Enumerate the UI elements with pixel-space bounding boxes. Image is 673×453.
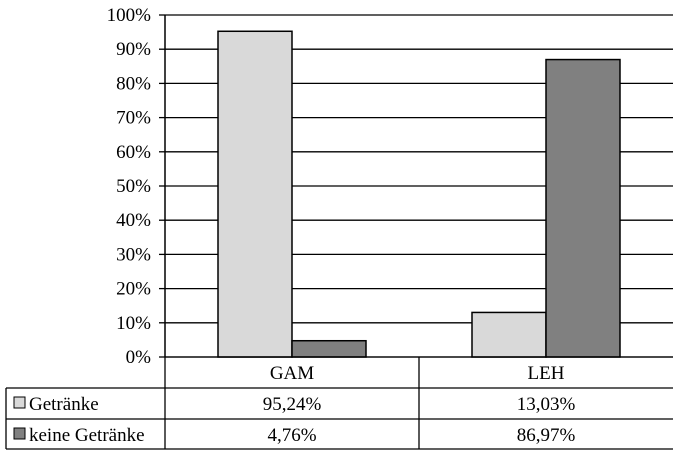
bars xyxy=(217,30,621,358)
series-label: keine Getränke xyxy=(29,425,145,446)
bar-leh-getraenke xyxy=(471,311,547,358)
y-tick-label: 10% xyxy=(116,313,151,334)
y-tick-label: 50% xyxy=(116,176,151,197)
legend-key xyxy=(13,396,26,409)
bar-gam-keine-getraenke xyxy=(291,339,367,358)
y-tick-label: 30% xyxy=(116,244,151,265)
table-value: 95,24% xyxy=(263,394,322,415)
y-tick-label: 100% xyxy=(107,5,152,26)
y-axis: 0% 10% 20% 30% 40% 50% 60% 70% 80% 90% 100% xyxy=(107,5,166,368)
bar-leh-keine-getraenke xyxy=(545,58,621,358)
table-value: 13,03% xyxy=(517,394,576,415)
series-label: Getränke xyxy=(29,394,99,415)
bar-gam-getraenke xyxy=(217,30,293,358)
table-value: 86,97% xyxy=(517,425,576,446)
category-label: GAM xyxy=(270,363,314,384)
y-tick-label: 0% xyxy=(126,347,152,368)
y-tick-label: 90% xyxy=(116,39,151,60)
legend-key xyxy=(13,427,26,440)
data-table: GAM LEH Getränke 95,24% 13,03% keine Getränke… xyxy=(5,356,673,450)
y-tick-label: 40% xyxy=(116,210,151,231)
y-tick-label: 60% xyxy=(116,142,151,163)
table-value: 4,76% xyxy=(267,425,316,446)
y-tick-label: 20% xyxy=(116,279,151,300)
y-tick-label: 80% xyxy=(116,73,151,94)
y-tick-label: 70% xyxy=(116,108,151,129)
category-label: LEH xyxy=(528,363,565,384)
